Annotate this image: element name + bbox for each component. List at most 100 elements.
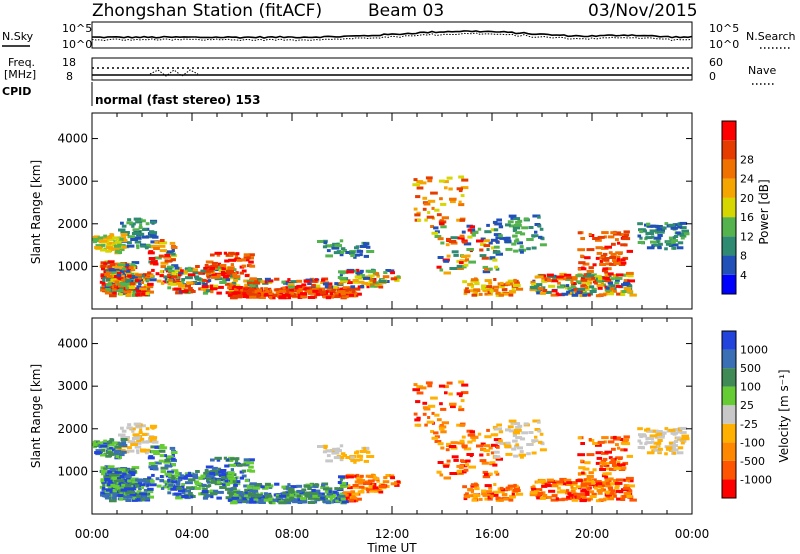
power-cell [438, 220, 447, 224]
velocity-cell [566, 495, 570, 499]
velocity-cell [476, 444, 484, 448]
velocity-cell [446, 442, 451, 446]
velocity-cell [456, 392, 463, 396]
power-cell [622, 237, 631, 241]
velocity-cell [586, 475, 594, 478]
power-cell [595, 294, 601, 298]
power-cell [112, 236, 118, 240]
power-cell [450, 236, 458, 240]
power-cell [573, 287, 578, 291]
velocity-cell [234, 480, 241, 484]
power-cell [340, 292, 346, 296]
power-cell [333, 287, 337, 291]
velocity-cell [580, 459, 584, 463]
y-tick-label: 2000 [57, 217, 88, 231]
velocity-cell [345, 493, 349, 497]
velocity-cell [150, 479, 154, 483]
power-cell [605, 267, 612, 271]
power-cell [249, 284, 256, 288]
power-cell [183, 270, 188, 274]
colorbar-tick-label: 8 [740, 250, 747, 263]
power-cell [347, 281, 353, 285]
power-cell [248, 253, 255, 257]
power-cell [576, 291, 581, 294]
power-cell [479, 254, 487, 258]
velocity-cell [149, 436, 158, 440]
power-cell [589, 290, 597, 293]
velocity-cell [390, 482, 398, 486]
velocity-cell [461, 435, 466, 439]
velocity-scatter [92, 380, 690, 505]
velocity-cell [249, 461, 254, 465]
velocity-cell [605, 482, 610, 485]
velocity-cell [113, 480, 118, 483]
power-cell [257, 288, 262, 292]
velocity-cell [449, 472, 458, 475]
power-cell [657, 246, 662, 250]
power-cell [139, 223, 143, 227]
power-cell [296, 284, 303, 288]
velocity-cell [659, 431, 667, 435]
power-cell [287, 283, 295, 286]
power-cell [326, 249, 331, 253]
velocity-cell [155, 477, 160, 481]
power-cell [134, 287, 139, 291]
power-cell [473, 288, 479, 292]
velocity-cell [639, 435, 643, 439]
power-cell [121, 224, 127, 228]
velocity-cell [345, 484, 351, 488]
power-cell [224, 274, 229, 278]
power-cell [458, 200, 462, 204]
power-cell [588, 233, 592, 236]
power-cell [591, 273, 597, 277]
power-cell [159, 249, 165, 253]
velocity-cell [499, 441, 507, 445]
velocity-cell [443, 476, 451, 480]
power-cell [498, 234, 503, 238]
colorbar-swatch [722, 331, 736, 350]
velocity-cell [337, 481, 342, 484]
velocity-cell [439, 427, 445, 431]
power-cell [484, 230, 492, 234]
velocity-cell [483, 444, 491, 448]
power-cell [513, 217, 521, 221]
velocity-cell [477, 432, 482, 436]
power-cell [106, 238, 115, 242]
power-cell [244, 289, 252, 293]
power-cell [530, 280, 536, 284]
power-cell [194, 275, 200, 279]
power-cell [328, 244, 333, 248]
velocity-cell [167, 487, 173, 491]
power-cell [657, 242, 663, 246]
power-cell [515, 231, 523, 235]
velocity-cell [118, 453, 125, 457]
power-cell [159, 274, 164, 278]
velocity-cell [536, 496, 542, 500]
colorbar-swatch [722, 423, 736, 443]
power-cell [228, 288, 234, 292]
velocity-cell [477, 494, 481, 498]
power-cell [220, 273, 226, 277]
velocity-cell [166, 455, 174, 459]
power-cell [120, 233, 128, 236]
velocity-cell [612, 436, 617, 440]
velocity-cell [147, 476, 152, 480]
power-cell [254, 291, 260, 295]
power-cell [363, 254, 369, 258]
velocity-cell [651, 449, 655, 453]
power-cell [450, 200, 456, 204]
power-cell [532, 214, 541, 218]
velocity-cell [121, 441, 127, 445]
velocity-cell [538, 440, 543, 444]
velocity-cell [638, 433, 646, 437]
power-cell [467, 235, 473, 239]
power-cell [174, 269, 181, 273]
velocity-cell [604, 478, 609, 482]
velocity-cell [238, 496, 245, 500]
velocity-cell [493, 438, 502, 442]
velocity-cell [372, 485, 377, 489]
power-cell [599, 259, 604, 263]
velocity-cell [329, 497, 334, 501]
